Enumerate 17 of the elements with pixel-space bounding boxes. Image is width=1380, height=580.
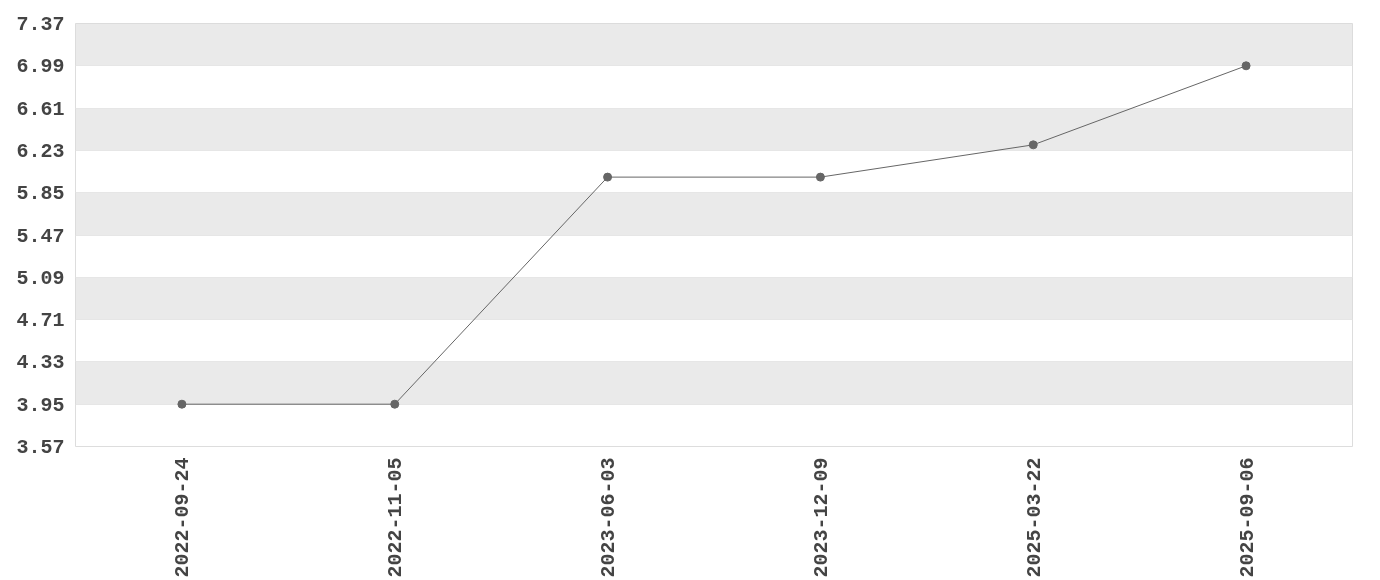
x-tick-label: 2023-12-09	[809, 457, 833, 578]
y-tick-label: 5.47	[16, 224, 65, 248]
y-tick-label: 3.95	[16, 393, 65, 417]
y-tick-label: 6.61	[16, 97, 65, 121]
x-tick-label: 2025-09-06	[1235, 457, 1259, 578]
x-tick-label: 2022-11-05	[384, 457, 408, 578]
y-tick-label: 4.33	[16, 351, 65, 375]
y-tick-label: 6.23	[16, 139, 65, 163]
x-tick-label: 2022-09-24	[171, 457, 195, 578]
y-tick-label: 5.09	[16, 266, 65, 290]
y-tick-label: 5.85	[16, 182, 65, 206]
x-tick-label: 2025-03-22	[1022, 457, 1046, 578]
y-tick-label: 3.57	[16, 436, 65, 459]
y-tick-label: 6.99	[16, 55, 65, 79]
y-tick-label: 7.37	[16, 13, 65, 36]
y-tick-label: 4.71	[16, 309, 65, 333]
x-tick-label: 2023-06-03	[597, 457, 621, 578]
